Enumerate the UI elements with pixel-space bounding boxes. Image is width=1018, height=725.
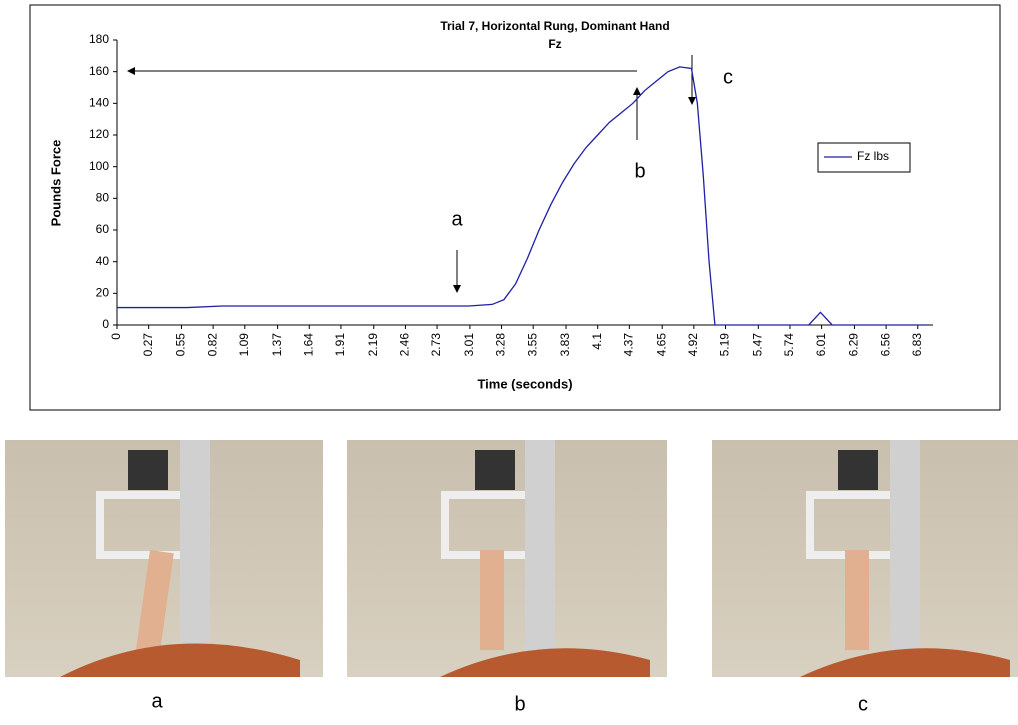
y-tick-label: 40 xyxy=(96,254,110,268)
x-tick-label: 1.09 xyxy=(237,333,251,357)
x-tick-label: 3.55 xyxy=(525,333,539,357)
photos xyxy=(5,440,1018,677)
x-tick-label: 3.83 xyxy=(558,333,572,357)
photo-caption: a xyxy=(151,690,163,712)
x-tick-label: 6.56 xyxy=(878,333,892,357)
y-tick-label: 80 xyxy=(96,191,110,205)
arrows xyxy=(127,55,696,293)
x-tick-label: 6.83 xyxy=(910,333,924,357)
x-tick-label: 6.01 xyxy=(814,333,828,357)
y-tick-label: 0 xyxy=(102,317,109,331)
x-tick-label: 0.55 xyxy=(174,333,188,357)
x-tick-label: 5.47 xyxy=(750,333,764,357)
annotation: c xyxy=(723,66,733,88)
x-tick-label: 0 xyxy=(109,333,123,340)
x-tick-label: 1.91 xyxy=(333,333,347,357)
photo xyxy=(5,440,323,677)
x-tick-label: 3.28 xyxy=(494,333,508,357)
photo xyxy=(347,440,667,677)
x-tick-label: 3.01 xyxy=(462,333,476,357)
x-axis-label: Time (seconds) xyxy=(477,376,572,391)
y-tick-label: 180 xyxy=(89,32,109,46)
x-tick-label: 1.37 xyxy=(270,333,284,357)
x-tick-label: 2.19 xyxy=(366,333,380,357)
x-tick-label: 4.65 xyxy=(654,333,668,357)
x-tick-label: 1.64 xyxy=(301,333,315,357)
y-tick-label: 100 xyxy=(89,159,109,173)
photo-caption: b xyxy=(514,693,525,715)
x-tick-label: 2.73 xyxy=(429,333,443,357)
y-tick-label: 140 xyxy=(89,96,109,110)
photo-caption: c xyxy=(858,693,868,715)
y-tick-label: 120 xyxy=(89,127,109,141)
y-tick-label: 20 xyxy=(96,286,110,300)
x-tick-label: 4.92 xyxy=(686,333,700,357)
y-tick-label: 160 xyxy=(89,64,109,78)
x-tick-label: 5.74 xyxy=(782,333,796,357)
photo xyxy=(712,440,1018,677)
x-tick-label: 6.29 xyxy=(847,333,861,357)
chart-frame xyxy=(29,4,1001,411)
x-tick-label: 0.27 xyxy=(141,333,155,357)
x-tick-label: 2.46 xyxy=(398,333,412,357)
y-axis-label: Pounds Force xyxy=(48,140,63,227)
y-tick-label: 60 xyxy=(96,222,110,236)
chart-subtitle: Fz xyxy=(548,37,561,51)
annotation: b xyxy=(634,160,645,182)
chart-title: Trial 7, Horizontal Rung, Dominant Hand xyxy=(440,19,669,33)
x-tick-label: 5.19 xyxy=(718,333,732,357)
annotation: a xyxy=(451,208,463,230)
line-series xyxy=(117,66,926,326)
legend-label: Fz lbs xyxy=(857,149,889,163)
x-tick-label: 0.82 xyxy=(205,333,219,357)
x-tick-label: 4.1 xyxy=(590,333,604,350)
x-tick-label: 4.37 xyxy=(622,333,636,357)
